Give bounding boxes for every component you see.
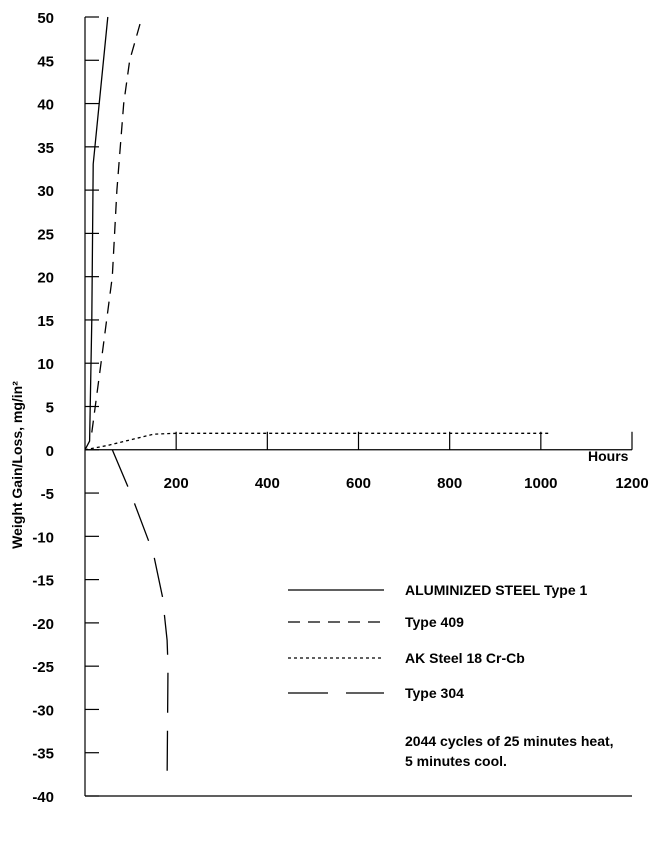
series-line-2	[91, 16, 143, 433]
x-axis-title: Hours	[588, 448, 629, 464]
y-tick-label: 35	[37, 140, 54, 157]
x-tick-label: 200	[164, 475, 189, 492]
x-tick-label: 400	[255, 475, 280, 492]
x-tick-label: 1200	[615, 475, 648, 492]
x-ticks: 200 400 600 800 1000 1200	[164, 431, 649, 492]
annotation-line: 2044 cycles of 25 minutes heat,	[405, 733, 614, 749]
y-tick-label: -20	[32, 616, 54, 633]
y-tick-label: -15	[32, 573, 54, 590]
series-line-4	[111, 449, 169, 779]
y-tick-label: 15	[37, 313, 54, 330]
y-ticks: 50454035302520151050-5-10-15-20-25-30-35…	[32, 10, 99, 806]
series-line-1	[84, 16, 109, 451]
y-tick-label: 50	[37, 10, 54, 27]
x-tick-label: 800	[437, 475, 462, 492]
legend-label: Type 304	[405, 685, 464, 701]
legend-label: Type 409	[405, 614, 464, 630]
legend-label: AK Steel 18 Cr-Cb	[405, 650, 525, 666]
y-tick-label: -30	[32, 702, 54, 719]
y-axis: 50454035302520151050-5-10-15-20-25-30-35…	[32, 10, 99, 806]
legend-label: ALUMINIZED STEEL Type 1	[405, 582, 587, 598]
x-axis: 200 400 600 800 1000 1200	[85, 431, 649, 797]
y-axis-title: Weight Gain/Loss, mg/in²	[9, 381, 25, 549]
y-tick-label: 45	[37, 53, 54, 70]
y-tick-label: 10	[37, 356, 54, 373]
y-tick-label: -5	[41, 486, 54, 503]
y-tick-label: 0	[46, 443, 54, 460]
annotation: 2044 cycles of 25 minutes heat, 5 minutes…	[405, 733, 614, 769]
y-tick-label: 5	[46, 400, 54, 417]
y-tick-label: -40	[32, 789, 54, 806]
legend: ALUMINIZED STEEL Type 1 Type 409 AK Steel …	[288, 582, 587, 701]
y-tick-label: -10	[32, 529, 54, 546]
y-tick-label: -35	[32, 746, 54, 763]
x-tick-label: 600	[346, 475, 371, 492]
y-tick-label: 25	[37, 226, 54, 243]
y-tick-label: -25	[32, 659, 54, 676]
y-tick-label: 30	[37, 183, 54, 200]
annotation-line: 5 minutes cool.	[405, 753, 507, 769]
y-tick-label: 20	[37, 270, 54, 287]
x-tick-label: 1000	[524, 475, 557, 492]
series-layer	[84, 16, 550, 779]
y-tick-label: 40	[37, 97, 54, 114]
series-line-3	[84, 432, 550, 451]
